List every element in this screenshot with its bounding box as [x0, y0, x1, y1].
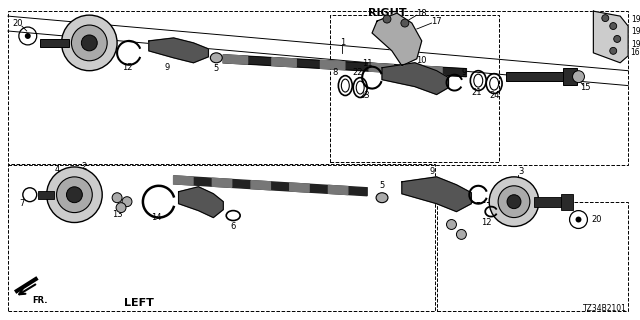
Circle shape: [573, 71, 584, 83]
Text: 19: 19: [631, 40, 640, 49]
Circle shape: [498, 186, 530, 218]
Bar: [506, 72, 566, 81]
Circle shape: [401, 19, 409, 27]
Polygon shape: [173, 176, 193, 185]
Polygon shape: [251, 180, 270, 190]
Circle shape: [614, 36, 621, 43]
Text: 6: 6: [230, 222, 236, 231]
Text: 19: 19: [631, 28, 640, 36]
Ellipse shape: [341, 79, 349, 92]
Ellipse shape: [474, 74, 483, 87]
Text: 5: 5: [214, 64, 219, 73]
Text: 8: 8: [333, 68, 338, 77]
Bar: [40, 39, 70, 47]
Text: 24: 24: [489, 91, 499, 100]
Text: 3: 3: [518, 167, 524, 176]
Circle shape: [67, 187, 83, 203]
Text: 17: 17: [431, 17, 442, 26]
Polygon shape: [179, 187, 223, 218]
Text: TZ34B2101: TZ34B2101: [583, 304, 627, 313]
Circle shape: [489, 177, 539, 227]
Circle shape: [72, 25, 107, 61]
Circle shape: [47, 167, 102, 222]
Bar: [563, 68, 577, 84]
Circle shape: [25, 33, 31, 39]
Circle shape: [122, 197, 132, 207]
Text: 20: 20: [591, 215, 602, 224]
Text: 12: 12: [481, 218, 492, 227]
Polygon shape: [272, 58, 296, 67]
Circle shape: [456, 229, 467, 239]
Text: 10: 10: [417, 56, 427, 65]
Circle shape: [575, 217, 582, 222]
Ellipse shape: [211, 53, 222, 63]
Polygon shape: [290, 183, 309, 192]
Circle shape: [610, 47, 617, 54]
Text: 12: 12: [122, 63, 132, 72]
Text: 21: 21: [471, 88, 481, 97]
Circle shape: [116, 203, 126, 212]
Ellipse shape: [356, 81, 364, 94]
Polygon shape: [418, 66, 442, 75]
Polygon shape: [223, 55, 248, 64]
Polygon shape: [372, 13, 422, 66]
Polygon shape: [173, 176, 367, 196]
Circle shape: [112, 193, 122, 203]
Polygon shape: [149, 38, 209, 63]
Bar: [38, 191, 54, 199]
Text: 16: 16: [630, 48, 640, 57]
Text: 14: 14: [152, 213, 162, 222]
Text: 2: 2: [82, 163, 87, 172]
Text: 13: 13: [112, 210, 122, 219]
Circle shape: [56, 177, 92, 212]
Text: 7: 7: [19, 199, 24, 208]
Text: 1: 1: [340, 38, 345, 47]
Polygon shape: [321, 60, 345, 70]
Text: 9: 9: [164, 63, 170, 72]
Text: 4: 4: [55, 165, 60, 174]
Text: 23: 23: [360, 91, 371, 100]
Text: 9: 9: [429, 167, 435, 176]
Bar: [8, 11, 628, 165]
Text: 20: 20: [13, 19, 23, 28]
Text: 9: 9: [461, 68, 467, 77]
Text: FR.: FR.: [32, 296, 47, 305]
Circle shape: [61, 15, 117, 71]
Polygon shape: [402, 177, 471, 212]
Text: RIGHT: RIGHT: [367, 8, 406, 18]
Text: 5: 5: [380, 181, 385, 190]
Polygon shape: [223, 55, 467, 77]
Text: LEFT: LEFT: [124, 298, 154, 308]
Ellipse shape: [490, 77, 499, 90]
Bar: [436, 202, 628, 311]
Bar: [330, 15, 499, 162]
Text: 11: 11: [362, 59, 372, 68]
Polygon shape: [212, 178, 232, 188]
Circle shape: [602, 15, 609, 21]
Circle shape: [507, 195, 521, 209]
Text: 15: 15: [580, 83, 591, 92]
Circle shape: [610, 23, 617, 29]
Bar: [8, 164, 435, 311]
Polygon shape: [593, 11, 628, 63]
Text: 18: 18: [417, 9, 427, 18]
Polygon shape: [369, 63, 394, 73]
Bar: [561, 194, 573, 210]
Text: 22: 22: [352, 68, 362, 77]
Circle shape: [81, 35, 97, 51]
Circle shape: [447, 220, 456, 229]
Bar: [534, 197, 564, 207]
Text: 19: 19: [631, 15, 640, 24]
Circle shape: [383, 15, 391, 23]
Polygon shape: [382, 63, 449, 94]
Ellipse shape: [376, 193, 388, 203]
Polygon shape: [328, 185, 348, 195]
